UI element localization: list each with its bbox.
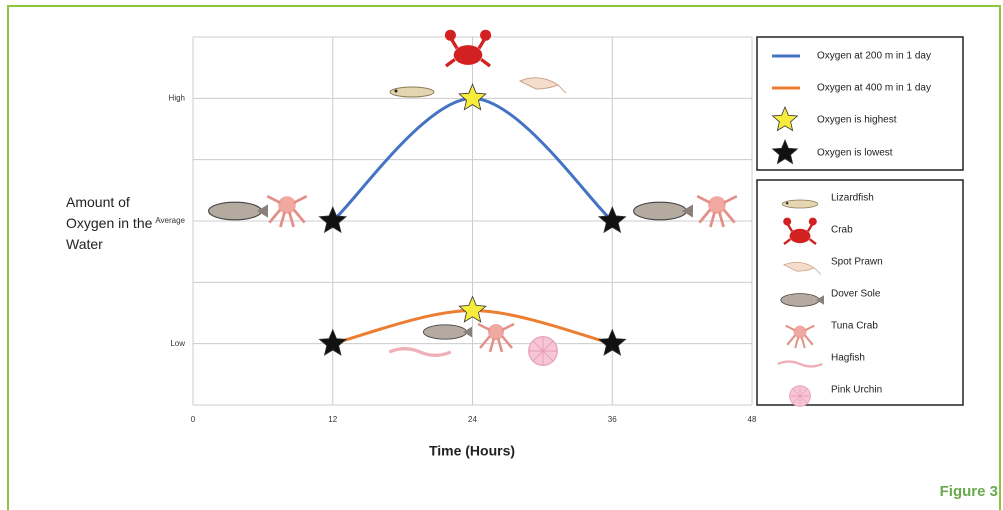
icon-part	[786, 202, 789, 205]
animal-legend-label: Lizardfish	[831, 193, 874, 204]
icon-part	[557, 84, 567, 94]
x-tick-label: 36	[608, 415, 617, 424]
icon-part	[480, 29, 492, 41]
y-tick-label: Low	[170, 339, 185, 348]
x-tick-label: 0	[191, 415, 196, 424]
x-tick-label: 48	[748, 415, 757, 424]
caption: Figure 3	[940, 483, 998, 500]
icon-part	[388, 347, 452, 357]
animal-icon	[388, 347, 452, 357]
animal-legend-label: Dover Sole	[831, 289, 881, 300]
y-tick-label: Average	[155, 216, 185, 225]
legend-box	[756, 36, 964, 171]
icon-part	[789, 385, 811, 407]
icon-part	[682, 204, 693, 218]
animal-icon	[266, 194, 308, 228]
icon-part	[783, 222, 817, 245]
animal-icon	[696, 194, 738, 228]
icon-part	[780, 293, 820, 307]
animal-icon	[528, 336, 558, 366]
x-tick-label: 12	[328, 415, 337, 424]
animal-icon	[208, 201, 268, 221]
icon-part	[444, 29, 456, 41]
legend-label: Oxygen is lowest	[817, 148, 893, 159]
animal-icon	[785, 324, 815, 349]
x-tick-label: 24	[468, 415, 477, 424]
animal-legend-label: Spot Prawn	[831, 257, 883, 268]
highest-star	[458, 295, 487, 323]
icon-part	[394, 89, 398, 93]
icon-part	[266, 194, 308, 228]
animal-icon	[477, 322, 515, 353]
icon-part	[278, 196, 296, 214]
icon-part	[257, 204, 268, 218]
icon-part	[814, 267, 822, 275]
icon-part	[208, 201, 262, 221]
icon-part	[696, 194, 738, 228]
lowest-star	[318, 328, 348, 356]
highest-star	[458, 83, 487, 111]
animal-icon	[780, 293, 824, 307]
icon-part	[518, 77, 560, 90]
icon-part	[816, 295, 824, 305]
icon-part	[528, 336, 558, 366]
animal-legend-label: Tuna Crab	[831, 321, 878, 332]
plot: Low Average High 0 12 24 36 48	[155, 29, 757, 424]
icon-part	[708, 196, 726, 214]
animal-legend-label: Pink Urchin	[831, 385, 882, 396]
lowest-star	[597, 205, 627, 234]
icon-part	[445, 36, 491, 68]
icon-part	[453, 45, 483, 65]
icon-part	[808, 217, 817, 226]
animal-icon	[633, 201, 693, 221]
icon-part	[783, 261, 816, 272]
animal-legend-label: Crab	[831, 225, 853, 236]
animal-icon	[389, 86, 435, 98]
icon-part	[785, 324, 815, 349]
y-axis-label: Amount of Oxygen in the Water	[66, 194, 153, 252]
animal-icon	[783, 217, 817, 245]
icon-part	[783, 217, 792, 226]
legend-star	[771, 105, 799, 132]
lowest-star	[318, 205, 348, 234]
animal-icon	[789, 385, 811, 407]
animal-icon	[518, 77, 567, 94]
legend-label: Oxygen is highest	[817, 115, 897, 126]
icon-part	[781, 199, 819, 209]
icon-part	[793, 325, 807, 339]
frame	[7, 5, 1001, 510]
animal-icon	[783, 261, 822, 275]
legend-label: Oxygen at 400 m in 1 day	[817, 83, 931, 94]
y-tick-label: High	[169, 93, 185, 102]
icon-part	[463, 326, 472, 338]
animal-icon	[444, 29, 492, 68]
icon-part	[477, 322, 515, 353]
animal-legend-box	[756, 179, 964, 406]
x-axis-label: Time (Hours)	[429, 443, 515, 459]
legend-label: Oxygen at 200 m in 1 day	[817, 51, 931, 62]
icon-part	[389, 86, 435, 98]
animal-icon	[422, 324, 472, 340]
animal-legend-label: Hagfish	[831, 353, 865, 364]
lowest-star	[597, 328, 627, 356]
icon-part	[488, 324, 504, 340]
icon-part	[422, 324, 468, 340]
icon-part	[633, 201, 687, 221]
icon-part	[789, 228, 811, 244]
icon-part	[777, 360, 823, 368]
legend-star	[771, 138, 799, 165]
animal-icon	[777, 360, 823, 368]
animal-icon	[781, 199, 819, 209]
